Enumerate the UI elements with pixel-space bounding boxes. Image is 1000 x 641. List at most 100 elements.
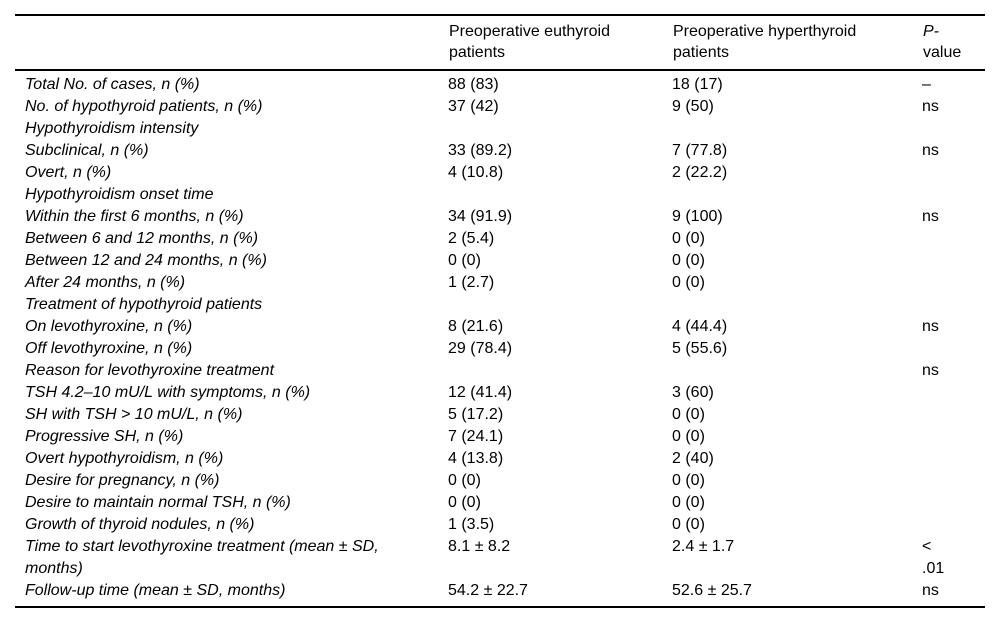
hyperthyroid-value bbox=[672, 294, 922, 316]
hyperthyroid-value bbox=[672, 360, 922, 382]
p-value: ns bbox=[922, 206, 985, 228]
row-label: Within the first 6 months, n (%) bbox=[25, 208, 244, 225]
table-row: Off levothyroxine, n (%) 29 (78.4) 5 (55… bbox=[15, 338, 985, 360]
table-row: Between 12 and 24 months, n (%) 0 (0) 0 … bbox=[15, 250, 985, 272]
p-value-text: – bbox=[922, 76, 931, 93]
hyperthyroid-value bbox=[672, 118, 922, 140]
euthyroid-value: 0 (0) bbox=[448, 472, 481, 489]
table-row: Subclinical, n (%) 33 (89.2) 7 (77.8) ns bbox=[15, 140, 985, 162]
hyperthyroid-value: 5 (55.6) bbox=[672, 340, 728, 357]
row-label: On levothyroxine, n (%) bbox=[25, 318, 193, 335]
euthyroid-value: 1 (3.5) bbox=[448, 516, 495, 533]
euthyroid-value: 34 (91.9) bbox=[448, 208, 513, 225]
hyperthyroid-value: 7 (77.8) bbox=[672, 142, 728, 159]
row-label: Overt, n (%) bbox=[25, 164, 112, 181]
table-row: Time to start levothyroxine treatment (m… bbox=[15, 536, 985, 580]
header-pvalue-prefix: P- bbox=[923, 23, 939, 40]
p-value-text: ns bbox=[922, 362, 939, 379]
euthyroid-value: 8 (21.6) bbox=[448, 318, 504, 335]
row-label: Reason for levothyroxine treatment bbox=[25, 362, 275, 379]
p-value: < .01 bbox=[922, 536, 985, 580]
euthyroid-value: 5 (17.2) bbox=[448, 406, 504, 423]
p-value bbox=[922, 426, 985, 448]
hyperthyroid-value: 52.6 ± 25.7 bbox=[672, 582, 752, 599]
header-hyperthyroid-label: Preoperative hyperthyroid patients bbox=[673, 23, 857, 61]
row-label: Follow-up time (mean ± SD, months) bbox=[25, 582, 286, 599]
table-row: TSH 4.2–10 mU/L with symptoms, n (%) 12 … bbox=[15, 382, 985, 404]
p-value: ns bbox=[922, 360, 985, 382]
table-row: Desire to maintain normal TSH, n (%) 0 (… bbox=[15, 492, 985, 514]
euthyroid-value: 12 (41.4) bbox=[448, 384, 513, 401]
p-value-text: ns bbox=[922, 98, 939, 115]
table-row: Hypothyroidism onset time bbox=[15, 184, 985, 206]
table-row: On levothyroxine, n (%) 8 (21.6) 4 (44.4… bbox=[15, 316, 985, 338]
hyperthyroid-value: 9 (50) bbox=[672, 98, 714, 115]
p-value: ns bbox=[922, 140, 985, 162]
row-label: Growth of thyroid nodules, n (%) bbox=[25, 516, 255, 533]
p-value-text: ns bbox=[922, 582, 939, 599]
table-row: Overt hypothyroidism, n (%) 4 (13.8) 2 (… bbox=[15, 448, 985, 470]
euthyroid-value bbox=[448, 184, 672, 206]
table-row: Follow-up time (mean ± SD, months) 54.2 … bbox=[15, 580, 985, 607]
euthyroid-value bbox=[448, 360, 672, 382]
row-label: Hypothyroidism onset time bbox=[25, 186, 214, 203]
table-row: Between 6 and 12 months, n (%) 2 (5.4) 0… bbox=[15, 228, 985, 250]
hyperthyroid-value: 0 (0) bbox=[672, 428, 705, 445]
hyperthyroid-value: 4 (44.4) bbox=[672, 318, 728, 335]
hyperthyroid-value: 2 (22.2) bbox=[672, 164, 728, 181]
euthyroid-value: 4 (13.8) bbox=[448, 450, 504, 467]
header-euthyroid: Preoperative euthyroid patients bbox=[448, 15, 672, 70]
row-label: After 24 months, n (%) bbox=[25, 274, 186, 291]
p-value bbox=[922, 382, 985, 404]
table-row: SH with TSH > 10 mU/L, n (%) 5 (17.2) 0 … bbox=[15, 404, 985, 426]
euthyroid-value bbox=[448, 294, 672, 316]
row-label: Time to start levothyroxine treatment (m… bbox=[25, 538, 379, 577]
euthyroid-value: 54.2 ± 22.7 bbox=[448, 582, 528, 599]
p-value bbox=[922, 470, 985, 492]
hyperthyroid-value: 18 (17) bbox=[672, 76, 723, 93]
table-header: Preoperative euthyroid patients Preopera… bbox=[15, 15, 985, 70]
p-value bbox=[922, 294, 985, 316]
p-value: ns bbox=[922, 96, 985, 118]
hyperthyroid-value: 9 (100) bbox=[672, 208, 723, 225]
row-label: SH with TSH > 10 mU/L, n (%) bbox=[25, 406, 243, 423]
row-label: TSH 4.2–10 mU/L with symptoms, n (%) bbox=[25, 384, 311, 401]
p-value bbox=[922, 162, 985, 184]
table-row: Overt, n (%) 4 (10.8) 2 (22.2) bbox=[15, 162, 985, 184]
results-table: Preoperative euthyroid patients Preopera… bbox=[15, 14, 985, 608]
table-row: Treatment of hypothyroid patients bbox=[15, 294, 985, 316]
table-row: No. of hypothyroid patients, n (%) 37 (4… bbox=[15, 96, 985, 118]
row-label: Between 6 and 12 months, n (%) bbox=[25, 230, 259, 247]
euthyroid-value: 88 (83) bbox=[448, 76, 499, 93]
hyperthyroid-value: 2 (40) bbox=[672, 450, 714, 467]
p-value bbox=[922, 338, 985, 360]
header-euthyroid-label: Preoperative euthyroid patients bbox=[449, 23, 610, 61]
p-value bbox=[922, 118, 985, 140]
header-hyperthyroid: Preoperative hyperthyroid patients bbox=[672, 15, 922, 70]
row-label: Progressive SH, n (%) bbox=[25, 428, 184, 445]
table-body: Total No. of cases, n (%) 88 (83) 18 (17… bbox=[15, 70, 985, 607]
p-value-text: ns bbox=[922, 142, 939, 159]
euthyroid-value: 7 (24.1) bbox=[448, 428, 504, 445]
p-value-text: ns bbox=[922, 208, 939, 225]
hyperthyroid-value: 0 (0) bbox=[672, 516, 705, 533]
row-label: Desire to maintain normal TSH, n (%) bbox=[25, 494, 291, 511]
row-label: Hypothyroidism intensity bbox=[25, 120, 199, 137]
hyperthyroid-value: 0 (0) bbox=[672, 472, 705, 489]
hyperthyroid-value: 0 (0) bbox=[672, 230, 705, 247]
p-value: ns bbox=[922, 316, 985, 338]
row-label: Total No. of cases, n (%) bbox=[25, 76, 200, 93]
euthyroid-value: 4 (10.8) bbox=[448, 164, 504, 181]
p-value: – bbox=[922, 70, 985, 96]
p-value bbox=[922, 514, 985, 536]
p-value bbox=[922, 272, 985, 294]
header-empty-cell bbox=[15, 15, 448, 70]
hyperthyroid-value: 2.4 ± 1.7 bbox=[672, 538, 735, 555]
table-row: After 24 months, n (%) 1 (2.7) 0 (0) bbox=[15, 272, 985, 294]
euthyroid-value: 0 (0) bbox=[448, 494, 481, 511]
row-label: Overt hypothyroidism, n (%) bbox=[25, 450, 224, 467]
euthyroid-value: 37 (42) bbox=[448, 98, 499, 115]
table-row: Reason for levothyroxine treatment ns bbox=[15, 360, 985, 382]
p-value bbox=[922, 250, 985, 272]
